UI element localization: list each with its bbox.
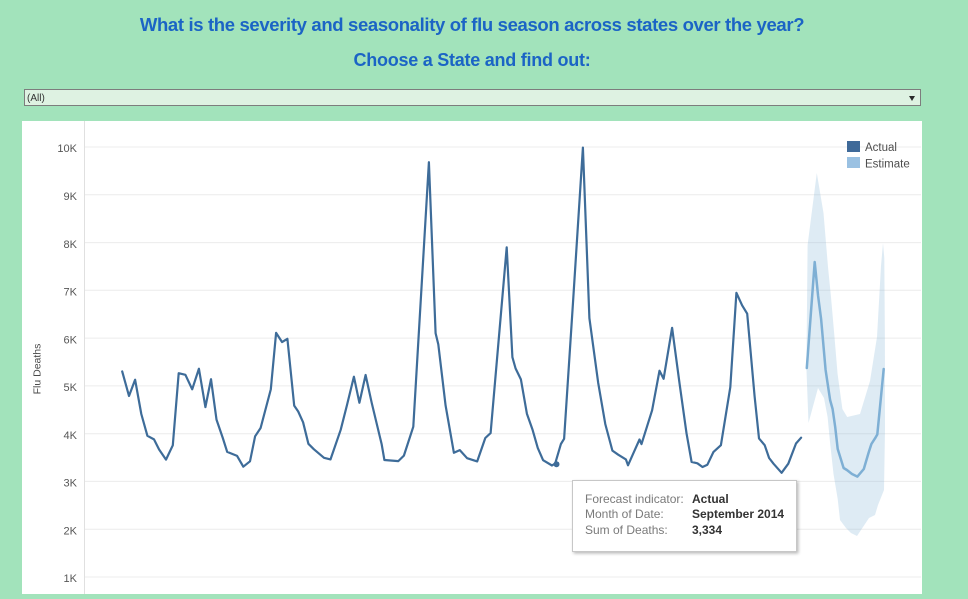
svg-text:6K: 6K (64, 334, 78, 346)
svg-text:Actual: Actual (865, 142, 897, 154)
svg-text:8K: 8K (64, 239, 78, 251)
svg-text:2K: 2K (64, 525, 78, 537)
svg-text:Flu Deaths: Flu Deaths (32, 344, 44, 395)
svg-text:3K: 3K (64, 478, 78, 490)
svg-text:5K: 5K (64, 382, 78, 394)
svg-text:10K: 10K (57, 143, 77, 155)
svg-text:1K: 1K (64, 573, 78, 585)
svg-text:4K: 4K (64, 430, 78, 442)
svg-text:Estimate: Estimate (865, 158, 910, 170)
svg-text:9K: 9K (64, 191, 78, 203)
svg-text:7K: 7K (64, 287, 78, 299)
